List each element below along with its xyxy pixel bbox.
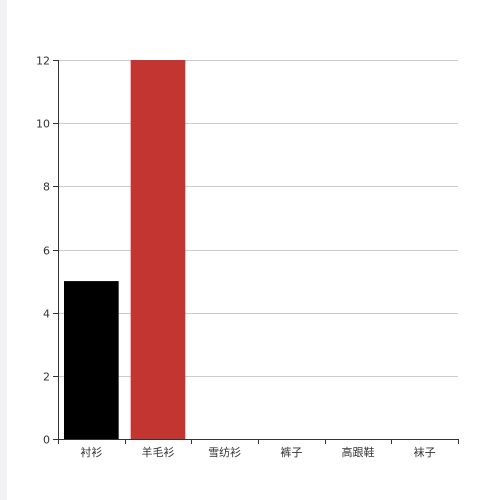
bars <box>64 60 186 439</box>
x-tick-label: 袜子 <box>414 445 436 459</box>
y-tick-label: 12 <box>36 55 50 68</box>
x-tick-label: 裤子 <box>280 445 302 459</box>
axes <box>53 60 459 444</box>
x-tick-label: 高跟鞋 <box>342 445 375 459</box>
y-tick-labels: 0 2 4 6 8 10 12 <box>36 55 50 447</box>
y-tick-label: 6 <box>43 245 50 258</box>
left-edge-strip <box>0 0 7 500</box>
bar-0 <box>64 281 119 439</box>
y-tick-label: 0 <box>43 434 50 447</box>
x-tick-label: 雪纺衫 <box>208 445 241 459</box>
x-tick-label: 羊毛衫 <box>142 445 175 459</box>
x-tick-label: 衬衫 <box>80 446 102 459</box>
y-tick-label: 8 <box>43 181 50 194</box>
x-tick-labels: 衬衫 羊毛衫 雪纺衫 裤子 高跟鞋 袜子 <box>80 445 435 459</box>
y-tick-label: 4 <box>43 308 50 321</box>
y-tick-label: 2 <box>43 371 50 384</box>
bar-1 <box>130 60 186 439</box>
grid-lines <box>58 60 458 377</box>
y-tick-label: 10 <box>36 118 50 131</box>
